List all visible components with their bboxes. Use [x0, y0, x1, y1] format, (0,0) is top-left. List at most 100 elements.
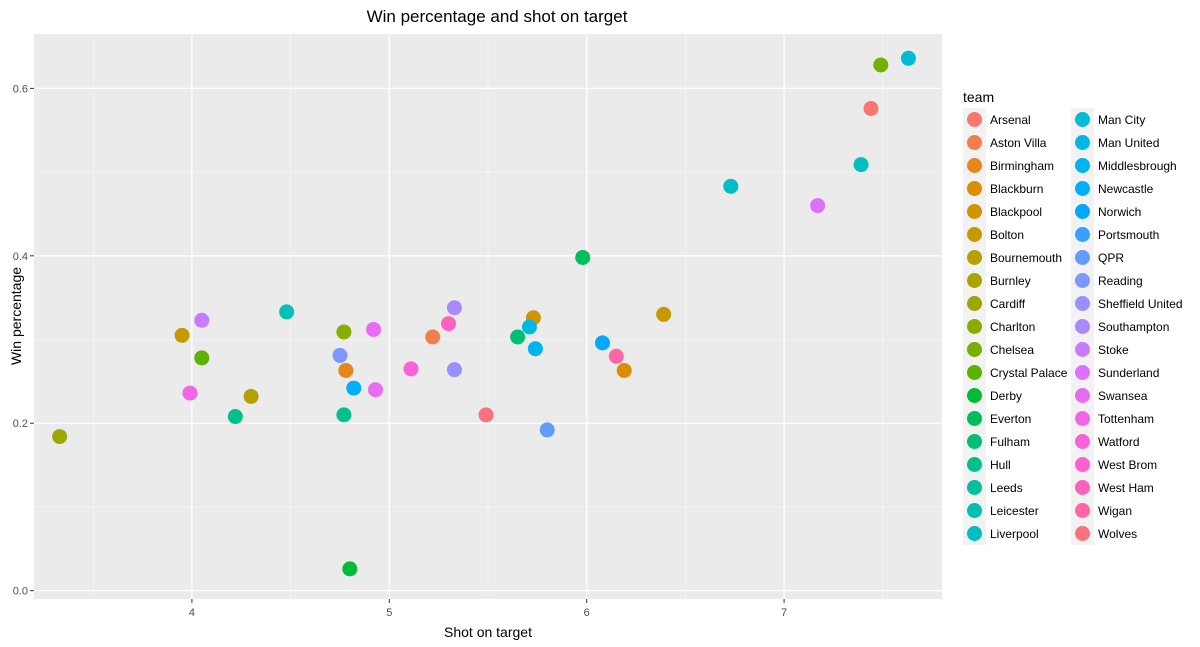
data-point — [863, 100, 879, 116]
data-point — [510, 329, 526, 345]
legend-label: Birmingham — [990, 159, 1054, 173]
legend-label: Aston Villa — [990, 136, 1047, 150]
data-point — [243, 388, 259, 404]
data-point — [425, 329, 441, 345]
legend-key-marker — [967, 480, 982, 495]
data-point — [227, 409, 243, 425]
legend-label: Blackpool — [990, 205, 1042, 219]
legend-key-marker — [1075, 158, 1090, 173]
data-point — [279, 304, 295, 320]
data-point — [403, 361, 419, 377]
legend-key-marker — [967, 181, 982, 196]
data-point — [52, 429, 68, 445]
legend-key-marker — [967, 112, 982, 127]
data-point — [446, 362, 462, 378]
legend-key-marker — [1075, 296, 1090, 311]
data-point — [527, 341, 543, 357]
legend-key-marker — [967, 365, 982, 380]
data-point — [900, 50, 916, 66]
gridlines — [34, 34, 942, 599]
data-point — [332, 347, 348, 363]
legend-key-marker — [1075, 250, 1090, 265]
legend-key-marker — [1075, 503, 1090, 518]
legend-label: Cardiff — [990, 297, 1026, 311]
legend-key-marker — [967, 250, 982, 265]
legend-label: Southampton — [1098, 320, 1169, 334]
y-tick-label: 0.2 — [13, 418, 28, 430]
data-point — [594, 335, 610, 351]
legend-key-marker — [967, 273, 982, 288]
data-point — [336, 324, 352, 340]
legend-label: Bournemouth — [990, 251, 1062, 265]
legend-key-marker — [967, 158, 982, 173]
legend-label: Charlton — [990, 320, 1035, 334]
legend-label: Man City — [1098, 113, 1145, 127]
data-point — [478, 407, 494, 423]
legend-key-marker — [1075, 480, 1090, 495]
legend-label: Chelsea — [990, 343, 1034, 357]
legend-key-marker — [1075, 388, 1090, 403]
data-point — [446, 300, 462, 316]
legend-title: team — [963, 89, 994, 105]
data-point — [441, 316, 457, 332]
legend-key-marker — [967, 388, 982, 403]
y-tick-label: 0.6 — [13, 83, 28, 95]
y-tick-label: 0.0 — [13, 586, 28, 598]
data-point — [723, 178, 739, 194]
legend-label: Bolton — [990, 228, 1024, 242]
legend-label: Sunderland — [1098, 366, 1159, 380]
legend: team Arsenal Aston Villa Birmingham Blackbu… — [963, 89, 1183, 545]
data-point — [194, 350, 210, 366]
legend-label: West Brom — [1098, 458, 1157, 472]
legend-key-marker — [1075, 342, 1090, 357]
data-point — [616, 362, 632, 378]
data-point — [656, 306, 672, 322]
data-point — [174, 327, 190, 343]
legend-key-marker — [967, 319, 982, 334]
legend-label: Sheffield United — [1098, 297, 1183, 311]
data-point — [342, 561, 358, 577]
data-point — [810, 198, 826, 214]
legend-label: Middlesbrough — [1098, 159, 1177, 173]
legend-key-marker — [1075, 273, 1090, 288]
legend-key-marker — [967, 135, 982, 150]
data-point — [338, 362, 354, 378]
legend-label: Reading — [1098, 274, 1143, 288]
legend-label: Tottenham — [1098, 412, 1154, 426]
legend-key-marker — [1075, 457, 1090, 472]
legend-label: Derby — [990, 389, 1022, 403]
data-point — [873, 57, 889, 73]
legend-label: Leicester — [990, 504, 1039, 518]
legend-label: Blackburn — [990, 182, 1043, 196]
legend-label: Man United — [1098, 136, 1159, 150]
legend-label: QPR — [1098, 251, 1124, 265]
chart-title: Win percentage and shot on target — [367, 7, 628, 26]
legend-label: Everton — [990, 412, 1031, 426]
legend-key-marker — [967, 342, 982, 357]
x-axis-label: Shot on target — [444, 624, 532, 640]
legend-label: Liverpool — [990, 527, 1039, 541]
legend-label: Wigan — [1098, 504, 1132, 518]
legend-label: Swansea — [1098, 389, 1148, 403]
legend-label: Fulham — [990, 435, 1030, 449]
legend-key-marker — [1075, 181, 1090, 196]
data-point — [608, 348, 624, 364]
data-point — [367, 382, 383, 398]
legend-label: Portsmouth — [1098, 228, 1159, 242]
legend-key-marker — [1075, 112, 1090, 127]
legend-label: Arsenal — [990, 113, 1031, 127]
legend-key-marker — [1075, 204, 1090, 219]
legend-key-marker — [1075, 526, 1090, 541]
data-points — [52, 50, 916, 577]
legend-label: Newcastle — [1098, 182, 1154, 196]
data-point — [346, 380, 362, 396]
x-tick-label: 5 — [386, 607, 392, 619]
data-point — [575, 249, 591, 265]
x-tick-label: 4 — [189, 607, 195, 619]
legend-label: Watford — [1098, 435, 1140, 449]
legend-key-marker — [967, 457, 982, 472]
legend-key-marker — [1075, 227, 1090, 242]
y-tick-label: 0.4 — [13, 251, 28, 263]
data-point — [366, 321, 382, 337]
